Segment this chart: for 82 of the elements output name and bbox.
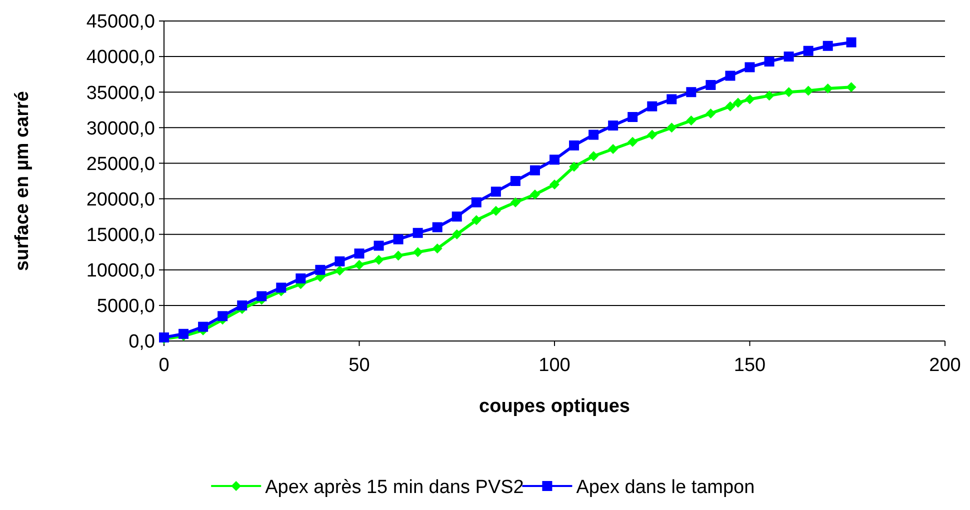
point	[510, 176, 520, 186]
y-tick-label: 20000,0	[86, 189, 155, 210]
x-tick-label: 0	[158, 355, 170, 376]
point	[803, 86, 814, 96]
y-tick-label: 25000,0	[86, 154, 155, 175]
point	[628, 136, 638, 147]
point	[315, 264, 326, 275]
point	[374, 240, 384, 251]
point	[393, 234, 404, 244]
y-tick-label: 10000,0	[86, 260, 155, 282]
legend-label: Apex dans le tampon	[576, 477, 755, 498]
point	[784, 87, 794, 98]
point	[550, 180, 560, 190]
point	[784, 52, 794, 62]
point	[647, 130, 658, 140]
point	[588, 151, 599, 162]
x-axis-title: coupes optiques	[479, 396, 630, 417]
point	[803, 46, 814, 56]
point	[334, 266, 345, 276]
point	[471, 215, 482, 226]
point	[846, 37, 856, 48]
point	[178, 328, 189, 339]
point	[706, 108, 716, 118]
y-tick-label: 0,0	[128, 332, 155, 353]
point	[393, 250, 404, 261]
point	[374, 254, 384, 265]
point	[334, 256, 345, 266]
point	[686, 87, 696, 98]
point	[588, 130, 599, 140]
point	[569, 140, 580, 150]
point	[550, 154, 560, 165]
point	[256, 291, 267, 302]
point	[510, 197, 520, 208]
point	[296, 273, 306, 284]
point	[452, 212, 462, 222]
point	[764, 90, 774, 101]
y-tick-label: 5000,0	[96, 296, 155, 318]
point	[686, 116, 696, 126]
point	[744, 94, 755, 104]
point	[608, 144, 618, 154]
y-tick-label: 35000,0	[86, 82, 155, 104]
point	[412, 228, 423, 238]
y-tick-label: 45000,0	[86, 12, 155, 33]
point	[198, 322, 208, 332]
point	[608, 120, 618, 131]
point	[666, 94, 677, 104]
point	[744, 62, 755, 72]
point	[822, 84, 833, 94]
x-tick-label: 50	[348, 355, 370, 376]
x-tick-label: 150	[734, 355, 766, 376]
point	[530, 190, 540, 200]
point	[276, 282, 286, 293]
point	[569, 162, 580, 172]
point	[490, 206, 501, 216]
point	[647, 101, 658, 112]
point	[237, 300, 248, 310]
point	[846, 82, 856, 92]
y-tick-label: 15000,0	[86, 224, 155, 246]
x-tick-label: 100	[538, 355, 570, 376]
y-tick-label: 40000,0	[86, 47, 155, 68]
point	[764, 56, 774, 67]
point	[432, 244, 442, 254]
point	[733, 98, 744, 108]
point	[432, 222, 442, 232]
x-tick-label: 200	[929, 355, 961, 376]
legend-label: Apex après 15 min dans PVS2	[265, 477, 524, 498]
point	[354, 248, 364, 259]
point	[218, 311, 228, 322]
point	[822, 40, 833, 51]
point	[725, 70, 736, 81]
y-tick-label: 30000,0	[86, 118, 155, 140]
point	[706, 80, 716, 90]
point	[490, 186, 501, 197]
point	[628, 112, 638, 122]
y-axis-title: surface en µm carré	[12, 91, 33, 271]
point	[354, 260, 364, 270]
point	[412, 247, 423, 258]
point	[666, 122, 677, 133]
point	[471, 197, 482, 208]
point	[725, 101, 736, 112]
point	[452, 229, 462, 240]
point	[530, 165, 540, 176]
